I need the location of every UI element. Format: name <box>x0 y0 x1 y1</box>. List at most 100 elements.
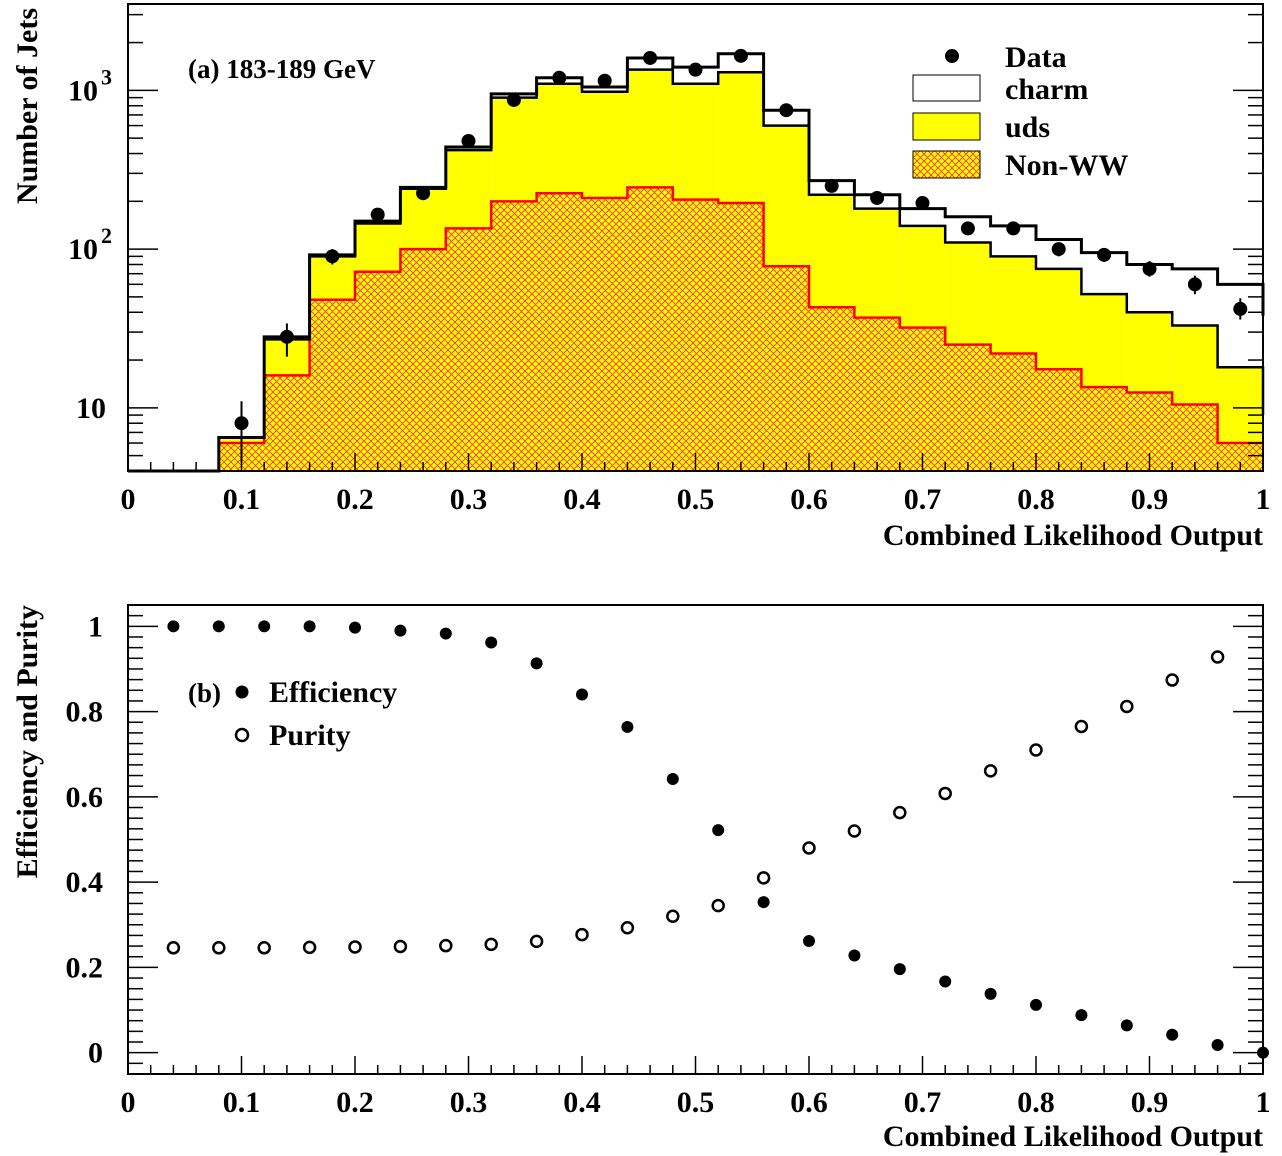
y-tick-label-b: 0.2 <box>66 951 104 984</box>
purity-point <box>1120 699 1134 714</box>
x-tick-label-b: 0.2 <box>336 1086 374 1119</box>
purity-point <box>893 805 907 820</box>
data-point <box>643 50 658 65</box>
efficiency-point <box>893 963 906 976</box>
x-axis-label-b: Combined Likelihood Output <box>883 1120 1263 1153</box>
non-ww-bar <box>627 187 673 472</box>
efficiency-point <box>666 772 679 785</box>
legend-label-purity: Purity <box>269 719 351 752</box>
non-ww-bar <box>1081 387 1127 471</box>
efficiency-point <box>757 896 770 909</box>
data-point <box>1097 247 1112 262</box>
data-point <box>688 62 703 77</box>
efficiency-point <box>1120 1019 1133 1032</box>
x-tick-label-a: 0.1 <box>223 483 261 516</box>
x-axis-label-a: Combined Likelihood Output <box>883 519 1263 552</box>
data-point <box>1006 221 1021 236</box>
purity-point <box>1074 719 1089 734</box>
non-ww-bar <box>536 193 582 471</box>
x-tick-label-a: 0.8 <box>1017 483 1055 516</box>
purity-point <box>1165 673 1179 687</box>
y-tick-label-a: 10 <box>68 74 98 107</box>
efficiency-point <box>939 975 952 988</box>
non-ww-bar <box>264 375 310 471</box>
y-axis-label-b: Efficiency and Purity <box>11 605 44 878</box>
x-tick-label-a: 0.6 <box>790 483 828 516</box>
legend-swatch-non-ww <box>912 150 981 179</box>
non-ww-bar <box>945 344 991 471</box>
non-ww-bar <box>1036 369 1082 471</box>
charm-outline <box>128 52 1265 473</box>
efficiency-point <box>1030 998 1042 1011</box>
data-point <box>370 207 385 222</box>
x-tick-label-b: 0 <box>121 1086 136 1119</box>
efficiency-point <box>212 620 225 633</box>
legend-marker-efficiency <box>235 685 249 699</box>
non-ww-bar <box>718 203 764 471</box>
efficiency-point <box>303 620 316 633</box>
x-tick-label-a: 0.5 <box>677 483 715 516</box>
legend-swatch-uds <box>912 112 981 141</box>
non-ww-outline <box>128 186 1263 473</box>
data-points-a <box>234 48 1248 463</box>
y-tick-label-b: 1 <box>88 610 103 643</box>
purity-point <box>393 939 408 954</box>
non-ww-bar <box>899 327 946 471</box>
panel-label-a: (a) 183-189 GeV <box>188 54 376 84</box>
y-tick-label-a: 10 <box>68 233 98 266</box>
data-point <box>915 196 930 211</box>
purity-point <box>348 940 362 954</box>
efficiency-point <box>576 688 588 701</box>
purity-point <box>756 871 771 885</box>
data-point <box>779 103 794 118</box>
non-ww-bar <box>672 199 719 471</box>
non-ww-bar <box>1172 404 1218 471</box>
purity-point <box>666 909 680 923</box>
efficiency-point <box>803 934 815 947</box>
x-tick-label-b: 1 <box>1256 1086 1271 1119</box>
data-point <box>960 221 975 236</box>
x-tick-label-b: 0.6 <box>790 1086 828 1119</box>
x-tick-label-a: 1 <box>1256 483 1271 516</box>
x-tick-label-a: 0.9 <box>1131 483 1169 516</box>
legend-label-non-ww: Non-WW <box>1005 149 1128 182</box>
ticks-b: 0 0.1 0.2 0.3 0.4 0.5 0.6 0.7 0.8 0.9 1 0 0.2 0.4 0.6 0… <box>66 610 1271 1119</box>
non-ww-bar <box>990 353 1036 471</box>
x-tick-label-b: 0.4 <box>563 1086 601 1119</box>
purity-point <box>212 941 226 955</box>
purity-point <box>529 934 544 949</box>
data-point <box>279 329 294 344</box>
purity-point <box>257 941 271 955</box>
legend-swatch-charm <box>912 74 981 102</box>
purity-point <box>439 938 453 953</box>
data-point <box>1051 242 1066 257</box>
purity-point <box>575 927 589 942</box>
y-tick-label-b: 0.6 <box>66 781 104 814</box>
y-tick-label-a: 10 <box>76 392 106 425</box>
efficiency-point <box>258 620 271 633</box>
x-tick-label-a: 0 <box>121 483 136 516</box>
data-point <box>733 48 748 63</box>
purity-point <box>484 937 498 952</box>
purity-point <box>938 786 952 801</box>
efficiency-point <box>394 624 407 637</box>
non-ww-bar <box>582 197 628 471</box>
efficiency-point <box>1075 1009 1088 1022</box>
y-tick-exponent-a: 2 <box>101 223 112 248</box>
y-tick-label-b: 0.8 <box>66 696 104 729</box>
non-ww-bar <box>309 299 355 471</box>
data-point <box>824 178 839 193</box>
legend-marker-purity <box>234 727 250 743</box>
non-ww-bar <box>809 307 855 471</box>
data-point <box>552 70 567 85</box>
y-tick-exponent-a: 3 <box>101 64 112 89</box>
legend-label-efficiency: Efficiency <box>269 676 397 709</box>
y-tick-label-b: 0 <box>88 1037 103 1070</box>
efficiency-point <box>485 636 498 649</box>
x-tick-label-b: 0.8 <box>1017 1086 1055 1119</box>
non-ww-bar <box>491 201 537 472</box>
efficiency-point <box>1166 1028 1179 1041</box>
data-point <box>461 133 476 148</box>
efficiency-point <box>621 720 634 733</box>
